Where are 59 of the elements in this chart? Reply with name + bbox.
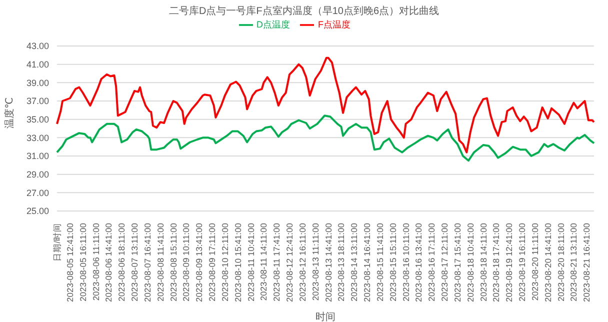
x-tick-label: 2023-08-17 15:41:00 (452, 222, 462, 302)
x-tick-label: 2023-08-20 14:41:00 (542, 222, 553, 302)
y-tick-label: 29.00 (26, 170, 49, 180)
x-tick-label: 2023-08-15 15:11:00 (388, 222, 398, 302)
legend-label: F点温度 (318, 19, 350, 30)
x-tick-label: 2023-08-09 17:11:00 (207, 222, 218, 302)
x-tick-label: 2023-08-06 11:11:00 (90, 222, 101, 301)
x-tick-label: 2023-08-05 16:11:00 (78, 222, 88, 302)
y-tick-label: 33.00 (26, 132, 49, 143)
x-tick-label: 2023-08-13 18:11:00 (336, 222, 346, 302)
y-tick-label: 25.00 (26, 206, 49, 216)
x-tick-label: 2023-08-14 13:11:00 (349, 222, 360, 302)
line-series (56, 114, 595, 162)
x-tick-label: 2023-08-12 16:11:00 (297, 222, 308, 302)
x-tick-label: 日期/时间 (52, 223, 62, 262)
y-tick-label: 35.00 (26, 114, 49, 125)
y-tick-label: 39.00 (26, 78, 49, 88)
x-tick-label: 2023-08-16 10:11:00 (400, 222, 411, 302)
y-tick-label: 31.00 (26, 151, 49, 162)
x-tick-label: 2023-08-08 11:41:00 (155, 222, 166, 302)
x-tick-label: 2023-08-11 10:41:00 (246, 222, 256, 302)
x-tick-label: 2023-08-09 10:11:00 (181, 222, 192, 302)
x-tick-label: 2023-08-07 13:11:00 (130, 222, 140, 302)
x-tick-label: 2023-08-18 14:11:00 (478, 222, 488, 302)
x-tick-label: 2023-08-20 11:11:00 (530, 222, 540, 301)
x-tick-label: 2023-08-20 18:11:00 (556, 222, 566, 302)
line-series (56, 56, 595, 154)
y-tick-label: 41.00 (26, 60, 49, 70)
x-tick-label: 2023-08-07 16:41:00 (142, 222, 152, 302)
x-tick-label: 2023-08-13 14:41:00 (323, 222, 334, 302)
x-tick-label: 2023-08-21 16:41:00 (582, 222, 592, 302)
x-tick-label: 2023-08-15 11:41:00 (374, 222, 385, 302)
x-tick-label: 2023-08-17 12:11:00 (440, 222, 450, 302)
x-tick-label: 2023-08-08 15:11:00 (168, 222, 178, 302)
x-tick-label: 2023-08-21 13:11:00 (568, 222, 579, 302)
x-tick-label: 2023-08-19 12:41:00 (504, 222, 514, 302)
y-axis-title: 温度℃ (4, 97, 16, 128)
y-tick-label: 43.00 (26, 41, 49, 52)
x-tick-label: 2023-08-05 12:41:00 (64, 222, 75, 302)
x-tick-label: 2023-08-06 14:41:00 (104, 222, 114, 302)
x-tick-label: 2023-08-12 12:41:00 (284, 222, 295, 302)
x-tick-label: 2023-08-06 18:11:00 (116, 222, 127, 302)
y-tick-label: 27.00 (26, 188, 49, 198)
x-tick-label: 2023-08-14 16:41:00 (362, 222, 372, 302)
x-tick-label: 2023-08-18 10:41:00 (465, 222, 476, 302)
x-tick-label: 2023-08-10 12:11:00 (220, 222, 230, 302)
x-tick-label: 2023-08-19 16:11:00 (517, 222, 528, 302)
x-tick-label: 2023-08-18 17:41:00 (491, 222, 502, 302)
x-tick-label: 2023-08-11 17:41:00 (272, 222, 282, 302)
x-tick-label: 2023-08-09 13:41:00 (194, 222, 204, 302)
x-tick-label: 2023-08-11 14:11:00 (258, 222, 269, 301)
x-axis-title: 时间 (316, 311, 336, 322)
chart-title: 二号库D点与一号库F点室内温度（早10点到晚6点）对比曲线 (168, 4, 440, 18)
legend-label: D点温度 (256, 19, 290, 30)
x-tick-label: 2023-08-16 17:11:00 (426, 222, 437, 302)
x-tick-label: 2023-08-10 15:41:00 (232, 222, 243, 302)
y-tick-label: 37.00 (26, 96, 49, 106)
x-tick-label: 2023-08-13 11:11:00 (310, 222, 320, 301)
x-tick-label: 2023-08-16 13:41:00 (414, 222, 424, 302)
